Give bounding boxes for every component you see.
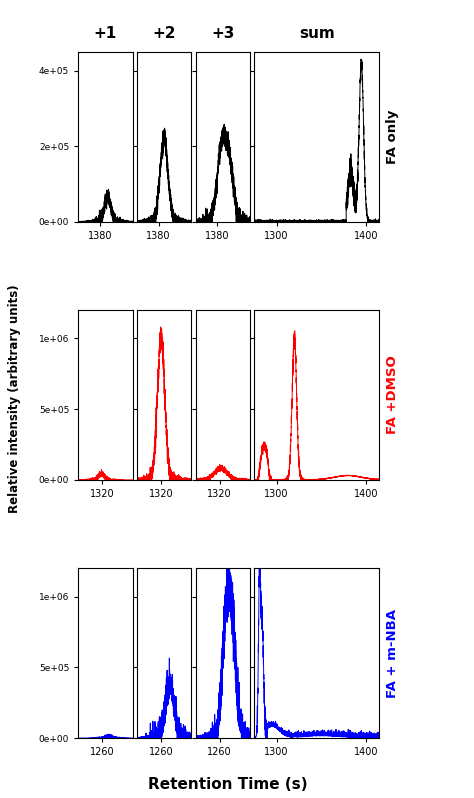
- Text: Retention Time (s): Retention Time (s): [148, 776, 307, 792]
- Text: +3: +3: [211, 26, 235, 41]
- Text: +1: +1: [94, 26, 117, 41]
- Text: FA + m-NBA: FA + m-NBA: [386, 609, 399, 697]
- Text: FA only: FA only: [386, 109, 399, 164]
- Text: FA +DMSO: FA +DMSO: [386, 356, 399, 434]
- Text: Relative intensity (arbitrary units): Relative intensity (arbitrary units): [8, 285, 21, 513]
- Text: sum: sum: [299, 26, 335, 41]
- Text: +2: +2: [152, 26, 176, 41]
